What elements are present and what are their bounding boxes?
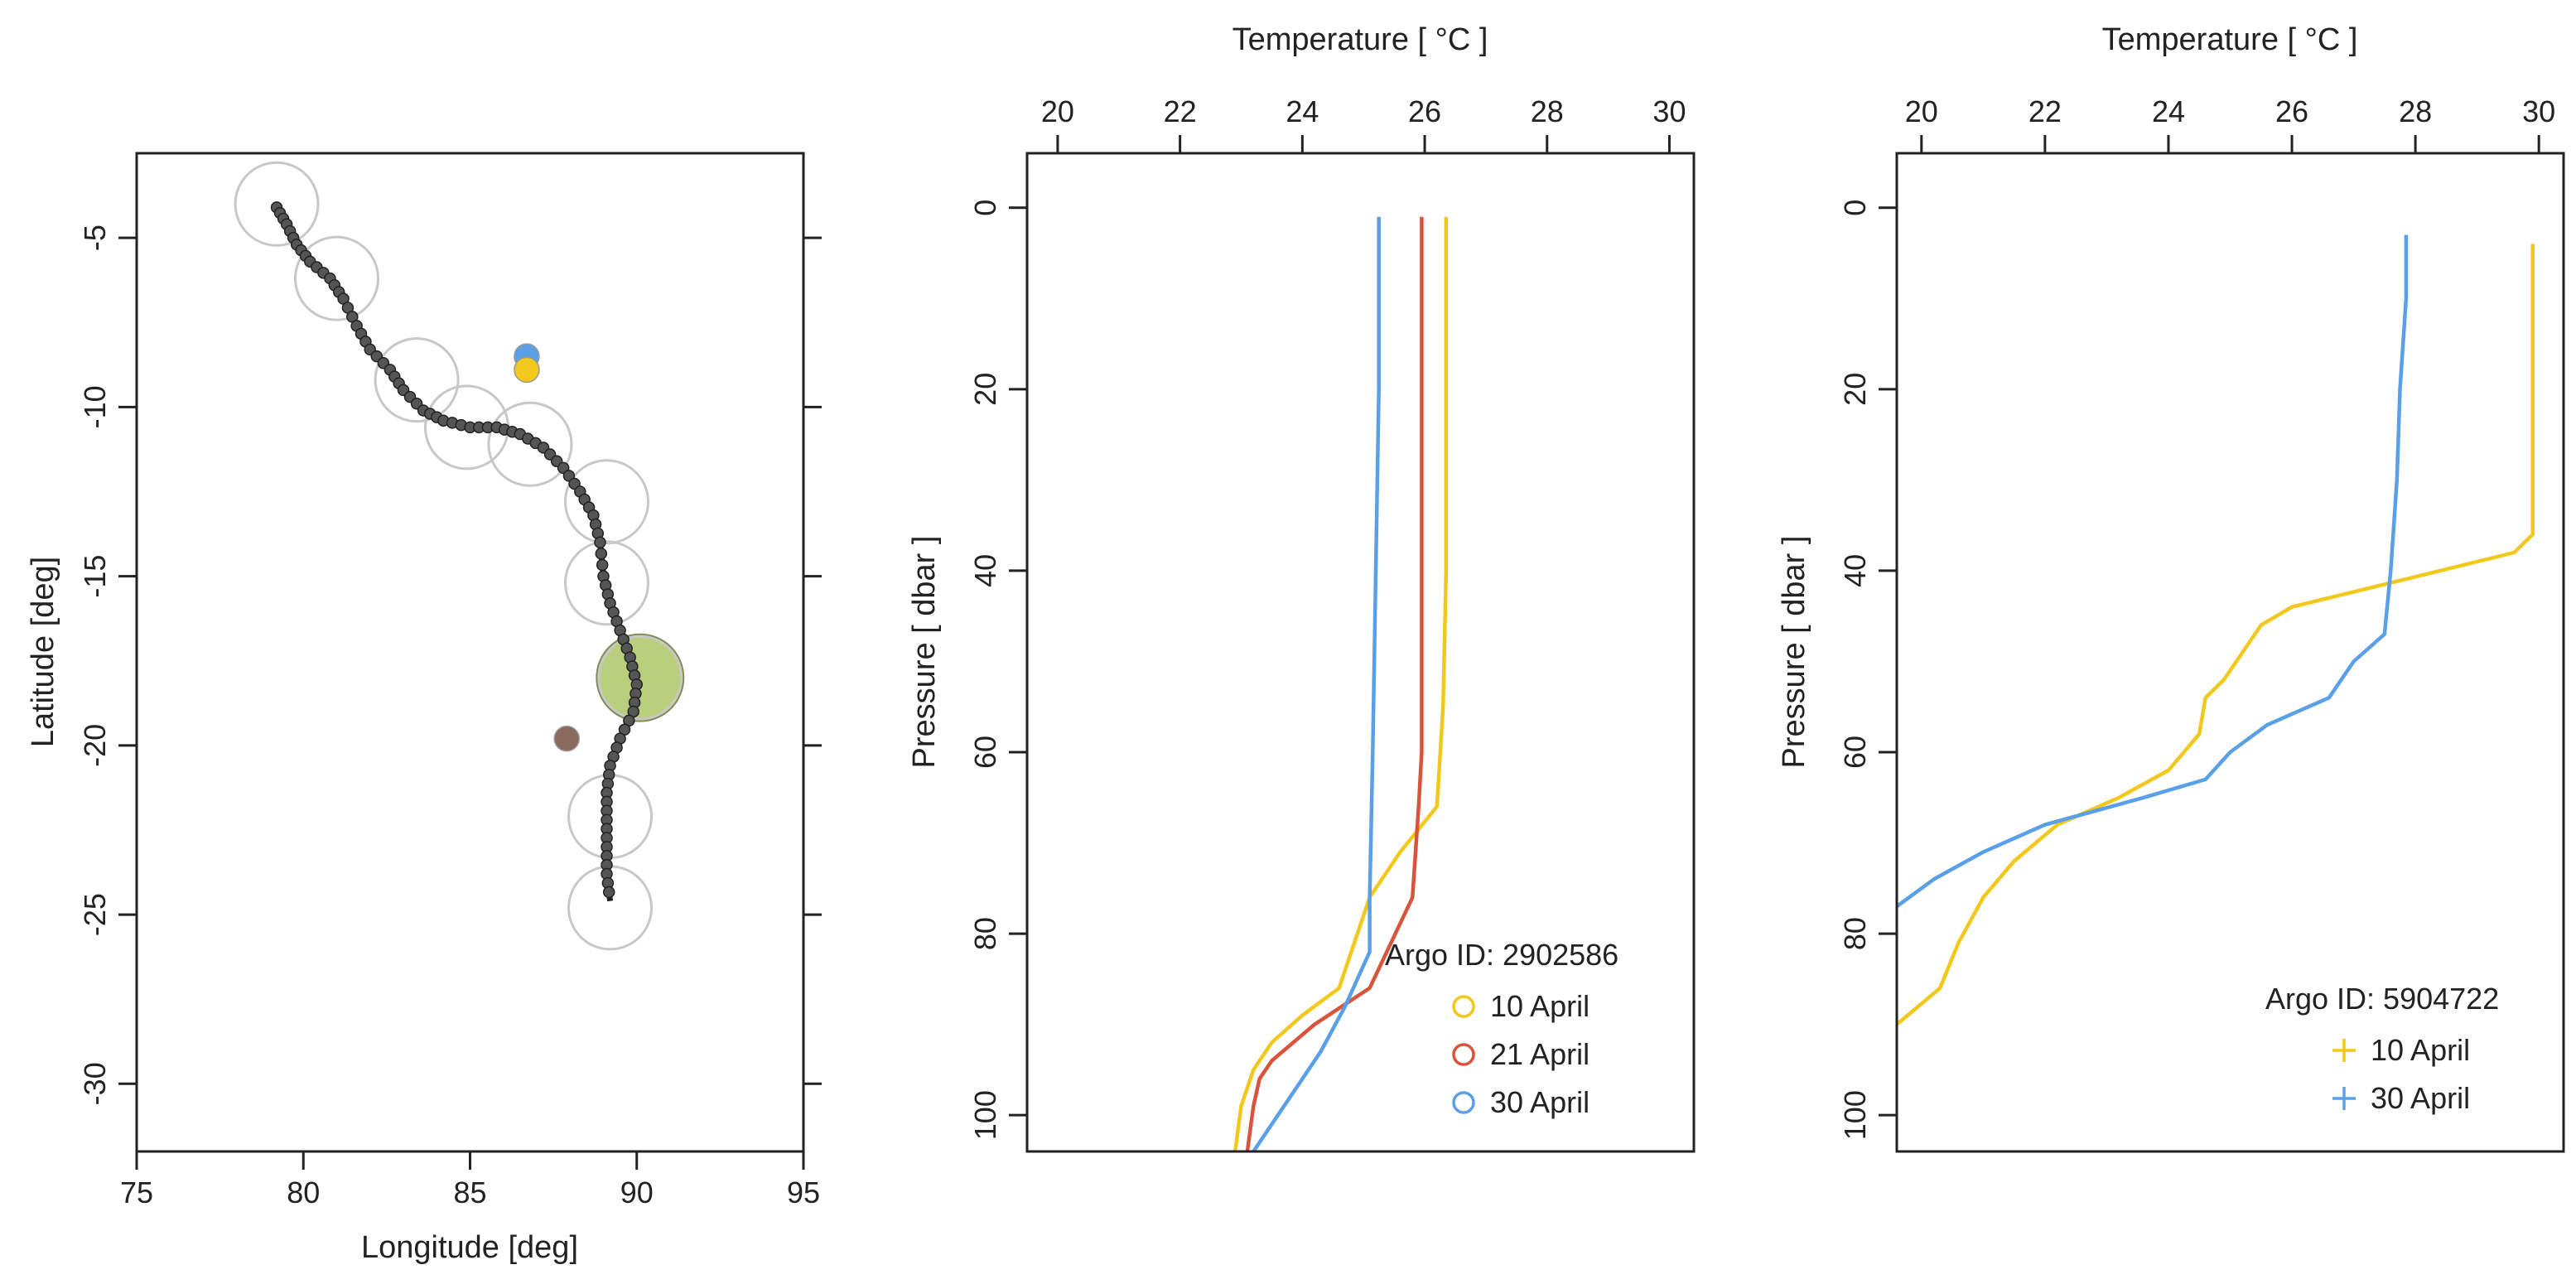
profile1-y-ticks: 0 20 40 60 80 100 — [968, 200, 1027, 1140]
p1-series-line-2 — [1252, 216, 1381, 1153]
map-ytick-label--30: -30 — [78, 1062, 112, 1105]
map-x-ticks: 75 80 85 90 95 — [120, 1151, 820, 1209]
p2-xtick-label-28: 28 — [2399, 94, 2432, 128]
map-x-axis-label: Longitude [deg] — [361, 1230, 578, 1265]
p1-xtick-label-26: 26 — [1408, 94, 1441, 128]
profile2-x-ticks: 20 22 24 26 28 30 — [1905, 94, 2555, 153]
profile2-y-ticks: 0 20 40 60 80 100 — [1838, 200, 1897, 1140]
track-point-58 — [595, 548, 608, 560]
p1-xtick-label-20: 20 — [1041, 94, 1074, 128]
drifter-track-line — [274, 205, 640, 902]
map-xtick-label-95: 95 — [787, 1175, 820, 1209]
profile1-frame — [1025, 152, 1696, 1153]
profile2-frame — [1895, 152, 2565, 1153]
map-circles-layer — [234, 161, 685, 951]
map-y-axis-label: Latitude [deg] — [26, 557, 60, 747]
profile1-x-axis-label: Temperature [ °C ] — [1233, 22, 1488, 57]
map-xtick-label-75: 75 — [120, 1175, 153, 1209]
map-xtick-label-80: 80 — [287, 1175, 320, 1209]
map-ytick-label--25: -25 — [78, 893, 112, 936]
track-point-59 — [596, 558, 609, 572]
profile1-y-axis-label: Pressure [ dbar ] — [907, 536, 942, 769]
map-y-ticks: -5 -10 -15 -20 -25 -30 — [78, 224, 822, 1105]
p2-xtick-label-22: 22 — [2028, 94, 2062, 128]
map-frame — [135, 152, 805, 1153]
p2-series-line-1 — [1895, 234, 2409, 909]
p1-xtick-label-22: 22 — [1164, 94, 1197, 128]
p1-legend-marker-0 — [1452, 995, 1475, 1018]
p2-ytick-label-60: 60 — [1838, 736, 1872, 769]
p2-ytick-label-20: 20 — [1838, 373, 1872, 406]
search-radius-circle-5 — [564, 459, 650, 545]
p1-legend-label-0: 10 April — [1490, 989, 1589, 1023]
profile1-x-ticks: 20 22 24 26 28 30 — [1041, 94, 1686, 153]
profile2-x-axis-label: Temperature [ °C ] — [2102, 22, 2358, 57]
p2-xtick-label-26: 26 — [2275, 94, 2308, 128]
p2-ytick-label-80: 80 — [1838, 917, 1872, 950]
map-markers-layer — [514, 343, 580, 752]
profile-panel-5904722: 20 22 24 26 28 30 0 20 40 60 80 100 Temperature [ … — [1777, 22, 2565, 1153]
p1-xtick-label-24: 24 — [1286, 94, 1319, 128]
p1-legend-label-2: 30 April — [1490, 1085, 1589, 1119]
track-point-95 — [602, 886, 615, 899]
p2-xtick-label-30: 30 — [2522, 94, 2555, 128]
p1-legend-label-1: 21 April — [1490, 1037, 1589, 1071]
profile2-legend-title: Argo ID: 5904722 — [2265, 982, 2499, 1016]
map-xtick-label-85: 85 — [453, 1175, 486, 1209]
p1-legend-marker-1 — [1452, 1043, 1475, 1066]
profile1-lines-layer — [1233, 216, 1449, 1153]
search-radius-circle-6 — [564, 540, 650, 626]
p2-ytick-label-100: 100 — [1838, 1090, 1872, 1140]
p1-legend-marker-2 — [1452, 1091, 1475, 1114]
p1-ytick-label-80: 80 — [968, 917, 1002, 950]
p2-xtick-label-20: 20 — [1905, 94, 1938, 128]
p1-xtick-label-28: 28 — [1531, 94, 1564, 128]
p1-series-line-1 — [1245, 216, 1424, 1152]
p1-xtick-label-30: 30 — [1652, 94, 1686, 128]
p2-series-line-0 — [1895, 244, 2535, 1026]
profile2-legend: Argo ID: 5904722 10 April 30 April — [2265, 982, 2499, 1115]
map-ytick-label--15: -15 — [78, 555, 112, 598]
p2-ytick-label-0: 0 — [1838, 200, 1872, 216]
p1-ytick-label-60: 60 — [968, 736, 1002, 769]
map-track-layer — [270, 201, 643, 902]
search-radius-circle-2 — [374, 337, 460, 423]
map-panel: 75 80 85 90 95 -5 -10 -15 -20 -25 -30 Longitude [… — [26, 152, 822, 1265]
p1-ytick-label-40: 40 — [968, 554, 1002, 587]
argo-marker-yellow-1 — [514, 356, 540, 384]
p2-legend-marker-0 — [2332, 1039, 2356, 1062]
track-point-57 — [594, 536, 606, 548]
profile1-legend-title: Argo ID: 2902586 — [1385, 938, 1618, 972]
p1-series-line-0 — [1233, 216, 1449, 1152]
profile2-lines-layer — [1895, 234, 2535, 1026]
p2-legend-marker-1 — [2332, 1087, 2356, 1110]
profile1-legend: Argo ID: 2902586 10 April 21 April 30 Apri… — [1385, 938, 1618, 1119]
p1-ytick-label-20: 20 — [968, 373, 1002, 406]
map-ytick-label--10: -10 — [78, 385, 112, 428]
map-ytick-label--20: -20 — [78, 724, 112, 767]
map-xtick-label-90: 90 — [620, 1175, 654, 1209]
search-radius-circle-4 — [487, 401, 573, 487]
p1-ytick-label-100: 100 — [968, 1090, 1002, 1140]
search-radius-circle-1 — [294, 235, 379, 321]
p2-legend-label-0: 10 April — [2371, 1033, 2470, 1067]
profile2-y-axis-label: Pressure [ dbar ] — [1777, 536, 1811, 769]
argo-marker-brown-2 — [553, 725, 580, 752]
p2-legend-label-1: 30 April — [2371, 1081, 2470, 1115]
map-ytick-label--5: -5 — [78, 224, 112, 251]
profile-panel-2902586: 20 22 24 26 28 30 0 20 40 60 80 100 Temperature [ … — [907, 22, 1696, 1153]
p2-xtick-label-24: 24 — [2152, 94, 2185, 128]
search-radius-circle-7 — [597, 635, 683, 721]
p2-ytick-label-40: 40 — [1838, 554, 1872, 587]
p1-ytick-label-0: 0 — [968, 200, 1002, 216]
search-radius-circle-0 — [234, 161, 320, 247]
